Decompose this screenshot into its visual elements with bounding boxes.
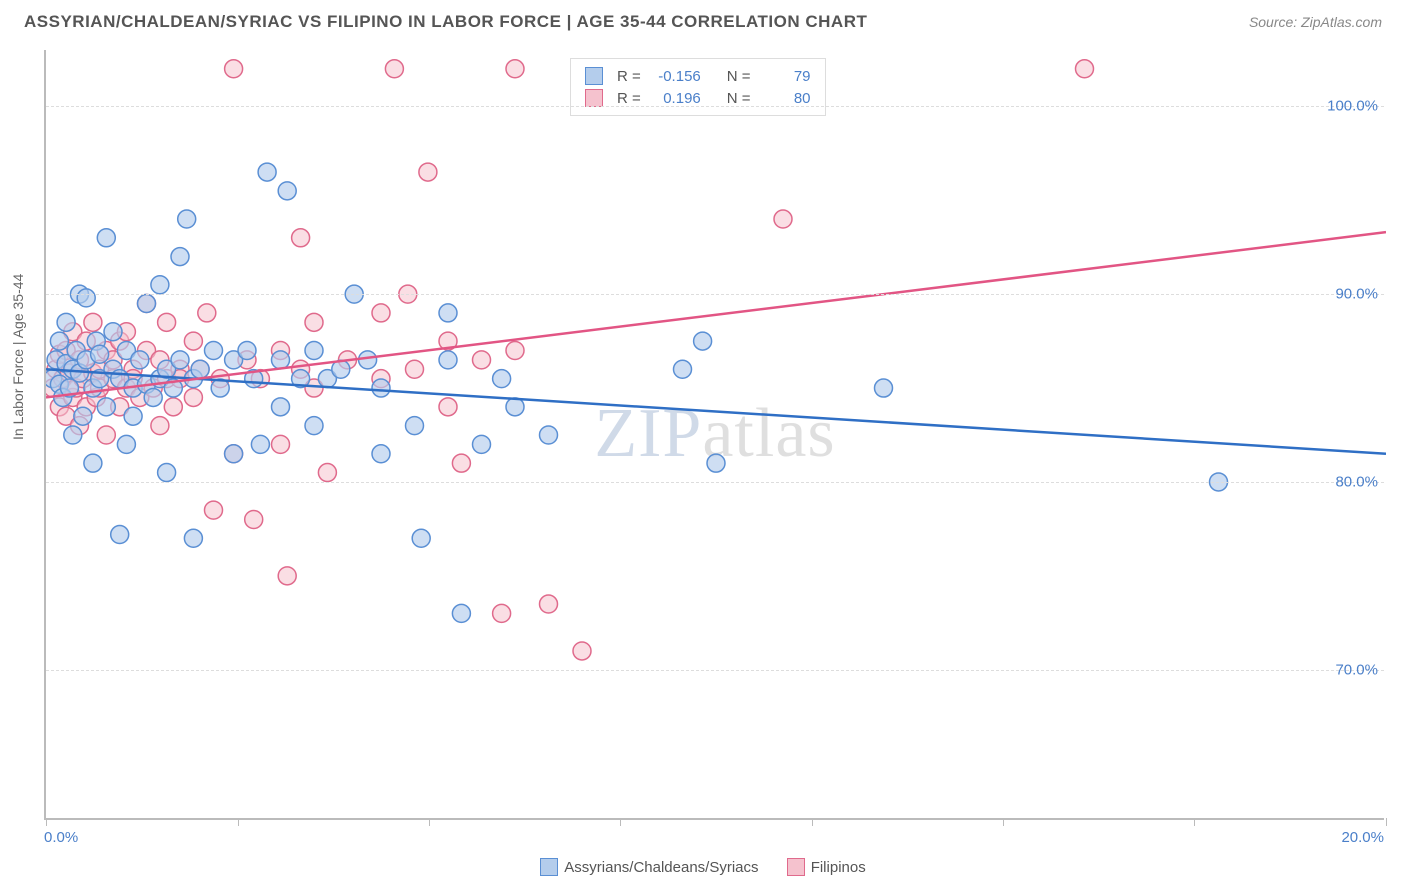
gridline [46,294,1384,295]
x-tick-end: 20.0% [1341,829,1384,846]
chart-title: ASSYRIAN/CHALDEAN/SYRIAC VS FILIPINO IN … [24,12,867,32]
legend-item-blue: Assyrians/Chaldeans/Syriacs [540,858,758,876]
gridline [46,670,1384,671]
x-tick [620,818,621,826]
legend-swatch-pink [585,89,603,107]
x-tick [812,818,813,826]
y-tick-label: 100.0% [1327,98,1378,115]
legend-swatch-pink-icon [787,858,805,876]
legend-swatch-blue [585,67,603,85]
scatter-plot-svg [46,50,1386,820]
y-tick-label: 80.0% [1335,473,1378,490]
y-tick-label: 90.0% [1335,286,1378,303]
x-tick [429,818,430,826]
x-tick [1194,818,1195,826]
gridline [46,106,1384,107]
x-tick [46,818,47,826]
gridline [46,482,1384,483]
x-tick [1386,818,1387,826]
x-tick [238,818,239,826]
bottom-legend: Assyrians/Chaldeans/Syriacs Filipinos [0,858,1406,880]
source-attribution: Source: ZipAtlas.com [1249,14,1382,30]
legend-item-pink: Filipinos [787,858,866,876]
x-tick [1003,818,1004,826]
y-axis-label: In Labor Force | Age 35-44 [10,274,26,440]
chart-plot-area: ZIPatlas R = -0.156 N = 79 R = 0.196 N =… [44,50,1384,820]
stats-row-blue: R = -0.156 N = 79 [585,65,811,87]
x-tick-start: 0.0% [44,829,78,846]
y-tick-label: 70.0% [1335,661,1378,678]
legend-swatch-blue-icon [540,858,558,876]
